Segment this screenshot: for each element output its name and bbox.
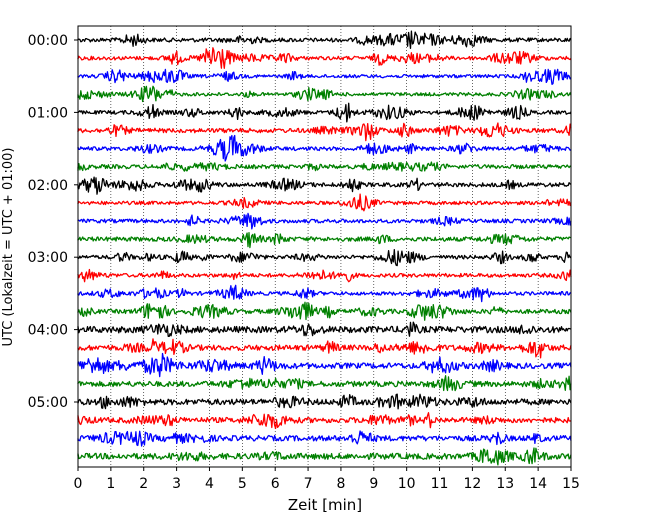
trace-0045: [77, 85, 572, 103]
trace-0215: [77, 193, 572, 212]
trace-0400: [77, 321, 572, 338]
x-tick-label: 4: [205, 476, 214, 492]
trace-0530: [77, 430, 572, 447]
y-axis-ticks: 00:00 01:00 02:00 03:00 04:00 05:00: [28, 33, 78, 411]
trace-0300: [77, 248, 572, 267]
x-tick-label: 14: [529, 476, 547, 492]
x-tick-label: 7: [304, 476, 313, 492]
y-axis-title: UTC (Lokalzeit = UTC + 01:00): [1, 148, 16, 347]
x-tick-label: 2: [139, 476, 148, 492]
trace-0445: [77, 375, 572, 392]
trace-0330: [77, 284, 572, 303]
trace-0545: [77, 447, 572, 466]
x-tick-label: 3: [172, 476, 181, 492]
y-tick-label: 03:00: [28, 250, 68, 266]
trace-0500: [77, 393, 572, 410]
x-tick-label: 0: [74, 476, 83, 492]
x-tick-label: 9: [369, 476, 378, 492]
trace-0230: [77, 212, 572, 230]
x-tick-label: 1: [106, 476, 115, 492]
trace-0415: [77, 338, 572, 359]
trace-0515: [77, 412, 572, 430]
trace-0000: [77, 30, 572, 50]
x-tick-label: 8: [336, 476, 345, 492]
trace-0130: [77, 134, 572, 162]
x-tick-label: 12: [463, 476, 481, 492]
x-tick-label: 11: [431, 476, 449, 492]
trace-0200: [77, 176, 572, 195]
x-tick-label: 10: [398, 476, 416, 492]
trace-0015: [77, 47, 572, 69]
trace-0430: [77, 352, 572, 378]
x-axis-ticks: 0 1 2 3 4 5 6 7 8 9 10 11 12 13 14 15: [74, 467, 580, 492]
x-tick-label: 5: [238, 476, 247, 492]
y-tick-label: 04:00: [28, 323, 68, 339]
trace-0115: [77, 122, 572, 142]
y-tick-label: 05:00: [28, 395, 68, 411]
trace-0145: [77, 161, 572, 172]
trace-0345: [77, 301, 572, 321]
plot-frame: [77, 25, 572, 468]
trace-0245: [77, 232, 572, 249]
x-tick-label: 15: [562, 476, 580, 492]
y-tick-label: 01:00: [28, 105, 68, 121]
trace-0315: [77, 268, 572, 283]
x-tick-label: 6: [271, 476, 280, 492]
trace-0100: [77, 102, 572, 123]
trace-0030: [77, 68, 572, 85]
seismic-traces: [77, 30, 572, 466]
x-tick-label: 13: [496, 476, 514, 492]
y-tick-label: 02:00: [28, 178, 68, 194]
y-tick-label: 00:00: [28, 33, 68, 49]
x-axis-title: Zeit [min]: [288, 496, 362, 514]
